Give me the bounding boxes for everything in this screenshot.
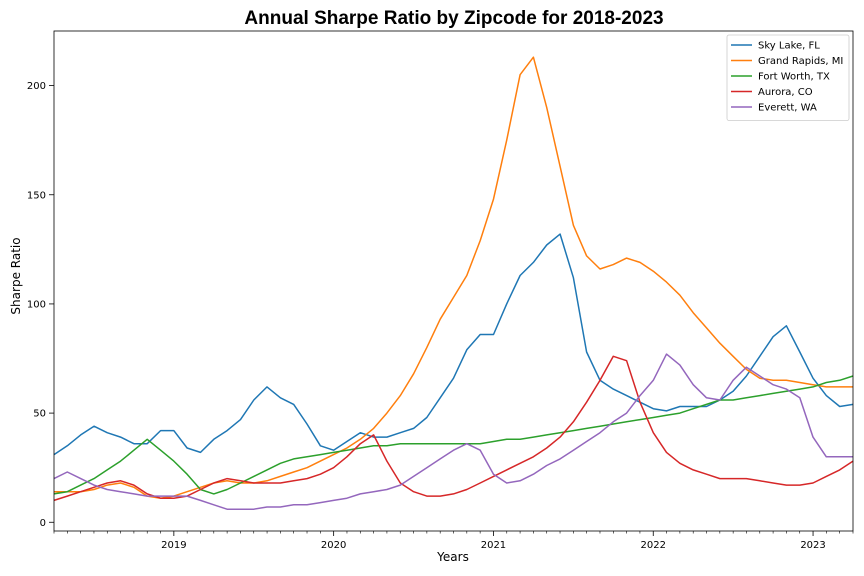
- series-line-grand-rapids-mi: [54, 56, 853, 499]
- series-line-everett-wa: [53, 353, 853, 510]
- x-axis-label: Years: [436, 550, 469, 564]
- x-tick-label: 2022: [641, 540, 666, 551]
- chart-title: Annual Sharpe Ratio by Zipcode for 2018-…: [244, 8, 663, 29]
- legend-frame: [726, 34, 850, 121]
- series-group: [53, 56, 854, 510]
- y-tick-label: 200: [27, 81, 46, 92]
- y-tick-label: 50: [33, 409, 46, 420]
- legend-label-grand-rapids-mi: Grand Rapids, MI: [758, 56, 843, 67]
- x-tick-label: 2023: [800, 540, 825, 551]
- legend-label-fort-worth-tx: Fort Worth, TX: [758, 72, 830, 83]
- x-tick-label: 2021: [481, 540, 506, 551]
- legend: Sky Lake, FL Grand Rapids, MI Fort Worth, …: [726, 34, 850, 121]
- x-tick-label: 2020: [321, 540, 346, 551]
- y-tick-label: 0: [40, 518, 46, 529]
- y-axis: 0 50 100 150 200: [27, 81, 54, 529]
- legend-label-sky-lake-fl: Sky Lake, FL: [758, 41, 820, 52]
- y-axis-label: Sharpe Ratio: [9, 237, 23, 314]
- y-tick-label: 100: [27, 299, 46, 310]
- x-axis: 2019 2020 2021 2022 2023: [53, 531, 854, 551]
- x-tick-label: 2019: [161, 540, 186, 551]
- legend-label-everett-wa: Everett, WA: [758, 103, 817, 114]
- legend-label-aurora-co: Aurora, CO: [758, 87, 813, 98]
- y-tick-label: 150: [27, 190, 46, 201]
